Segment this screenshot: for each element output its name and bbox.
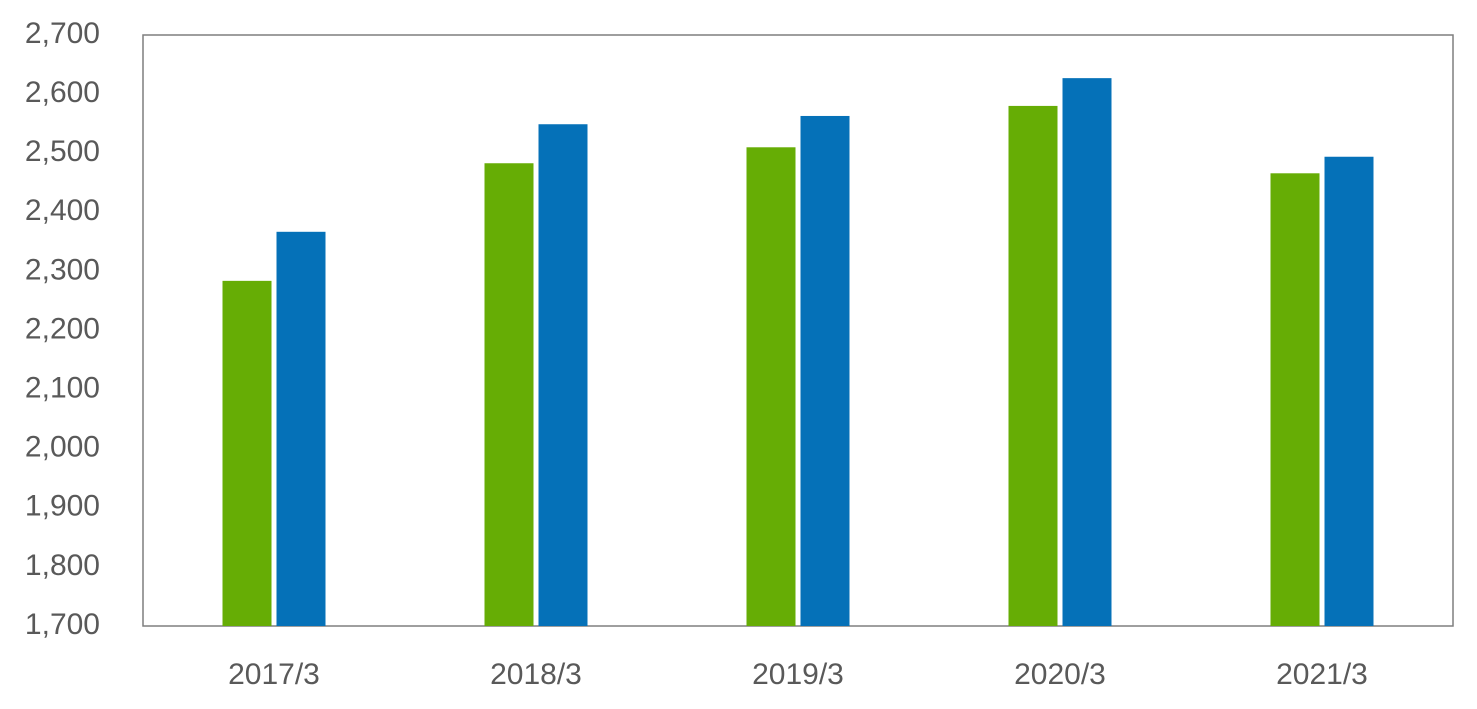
y-tick-label: 1,700	[25, 608, 100, 641]
bar	[1270, 173, 1320, 626]
y-tick-label: 1,800	[25, 549, 100, 582]
bar	[484, 163, 534, 626]
x-tick-label: 2017/3	[228, 658, 320, 691]
plot-frame	[142, 34, 1454, 627]
bar	[1008, 105, 1058, 627]
bar	[1324, 156, 1374, 626]
y-tick-label: 2,500	[25, 135, 100, 168]
bar	[746, 147, 796, 627]
y-tick-label: 2,100	[25, 372, 100, 405]
y-tick-label: 2,000	[25, 431, 100, 464]
y-tick-label: 1,900	[25, 490, 100, 523]
x-tick-label: 2020/3	[1014, 658, 1106, 691]
y-tick-label: 2,400	[25, 194, 100, 227]
y-tick-label: 2,600	[25, 76, 100, 109]
y-tick-label: 2,700	[25, 17, 100, 50]
y-tick-label: 2,200	[25, 312, 100, 345]
bar	[538, 124, 588, 626]
bar	[276, 231, 326, 627]
bar	[1062, 78, 1112, 626]
bar	[222, 280, 272, 626]
x-tick-label: 2019/3	[752, 658, 844, 691]
x-tick-label: 2021/3	[1276, 658, 1368, 691]
bar	[800, 115, 850, 626]
x-tick-label: 2018/3	[490, 658, 582, 691]
y-tick-label: 2,300	[25, 253, 100, 286]
